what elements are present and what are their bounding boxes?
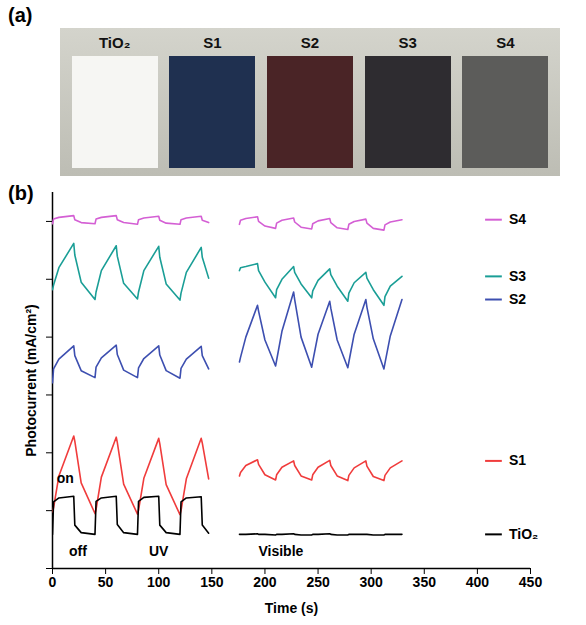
html-text:S1: S1 <box>203 34 222 51</box>
svg-text:Time (s): Time (s) <box>265 600 318 616</box>
svg-text:0: 0 <box>49 574 57 590</box>
svg-text:Visible: Visible <box>258 543 303 559</box>
svg-text:100: 100 <box>147 574 171 590</box>
html-text:S4: S4 <box>496 34 515 51</box>
svg-text:S2: S2 <box>509 291 526 307</box>
svg-text:S3: S3 <box>509 268 526 284</box>
svg-text:S4: S4 <box>509 211 526 227</box>
svg-text:150: 150 <box>200 574 224 590</box>
svg-text:450: 450 <box>519 574 543 590</box>
html-text:(a): (a) <box>8 4 33 26</box>
svg-text:400: 400 <box>466 574 490 590</box>
svg-text:300: 300 <box>359 574 383 590</box>
svg-text:200: 200 <box>253 574 277 590</box>
html-text:S3: S3 <box>398 34 417 51</box>
svg-text:250: 250 <box>306 574 330 590</box>
svg-text:50: 50 <box>98 574 114 590</box>
svg-text:off: off <box>69 543 87 559</box>
html-text:(b): (b) <box>8 182 34 204</box>
svg-text:UV: UV <box>149 543 169 559</box>
svg-text:S1: S1 <box>509 452 526 468</box>
svg-text:Photocurrent (mA/cm²): Photocurrent (mA/cm²) <box>23 304 39 456</box>
html-text:S2: S2 <box>300 34 320 51</box>
html-text:TiO₂: TiO₂ <box>99 34 131 51</box>
svg-text:350: 350 <box>413 574 437 590</box>
svg-text:TiO₂: TiO₂ <box>509 526 538 542</box>
svg-text:on: on <box>57 470 74 486</box>
